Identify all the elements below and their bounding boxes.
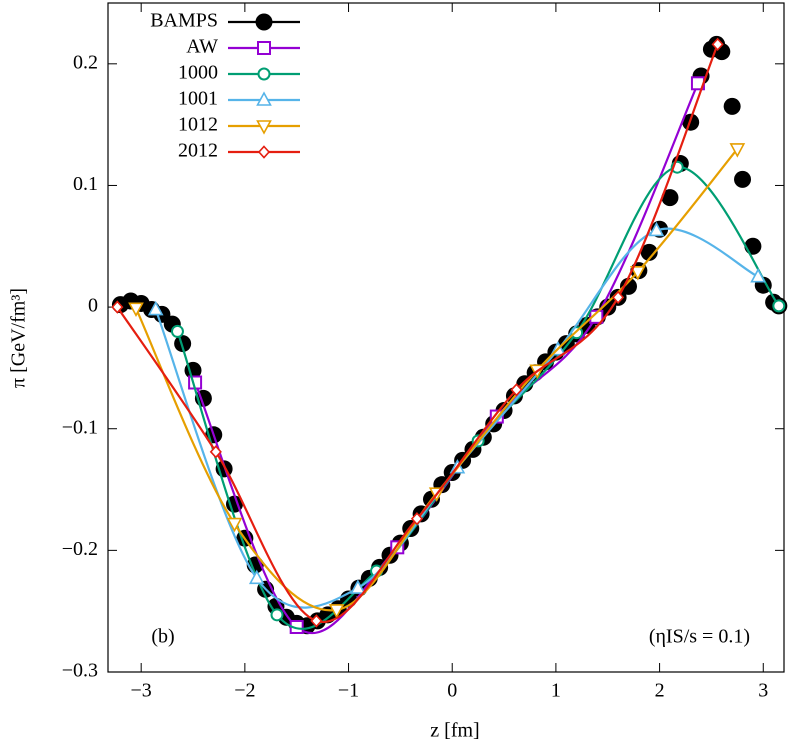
data-point bbox=[589, 309, 604, 324]
data-point bbox=[729, 143, 746, 158]
legend-marker bbox=[255, 13, 273, 31]
annotation: (ηIS/s = 0.1) bbox=[649, 626, 750, 648]
y-tick-label: 0.2 bbox=[73, 51, 98, 73]
data-point bbox=[661, 189, 679, 207]
x-tick-label: 0 bbox=[447, 680, 457, 702]
panel-label: (b) bbox=[151, 626, 174, 648]
data-point bbox=[170, 324, 184, 338]
data-point bbox=[270, 608, 284, 622]
legend-label: 1000 bbox=[178, 62, 218, 84]
y-tick-label: 0.1 bbox=[73, 173, 98, 195]
data-point bbox=[629, 266, 646, 281]
x-tick-label: 3 bbox=[758, 680, 768, 702]
data-point bbox=[619, 277, 637, 295]
data-point bbox=[248, 569, 265, 585]
data-point bbox=[612, 290, 625, 305]
data-point bbox=[174, 335, 192, 353]
x-tick-label: 1 bbox=[551, 680, 561, 702]
data-point bbox=[410, 512, 424, 526]
x-axis-label: z [fm] bbox=[430, 720, 479, 742]
data-point bbox=[772, 299, 786, 313]
data-point bbox=[226, 517, 243, 533]
data-point bbox=[328, 604, 345, 619]
data-point bbox=[648, 221, 665, 237]
y-axis-label: π [GeV/fm³] bbox=[8, 288, 30, 388]
x-tick-label: −1 bbox=[338, 680, 359, 702]
y-tick-label: 0 bbox=[88, 295, 98, 317]
x-tick-label: 2 bbox=[655, 680, 665, 702]
legend-label: 2012 bbox=[178, 140, 218, 162]
legend-marker bbox=[257, 145, 271, 159]
x-tick-label: −3 bbox=[131, 680, 152, 702]
legend-marker bbox=[256, 91, 272, 106]
x-tick-label: −2 bbox=[234, 680, 255, 702]
legend-marker bbox=[257, 67, 271, 81]
plot-frame bbox=[107, 2, 785, 673]
data-point bbox=[147, 300, 164, 316]
series-line bbox=[176, 166, 780, 630]
legend-marker bbox=[257, 41, 271, 55]
legend-marker bbox=[256, 120, 272, 135]
y-tick-label: −0.2 bbox=[62, 538, 98, 560]
data-point bbox=[350, 579, 366, 594]
data-point bbox=[128, 302, 144, 317]
series-line bbox=[194, 82, 699, 635]
legend-label: AW bbox=[186, 36, 218, 58]
data-point bbox=[750, 268, 766, 283]
data-point bbox=[744, 237, 762, 255]
data-point bbox=[209, 445, 222, 459]
y-tick-label: −0.1 bbox=[62, 416, 98, 438]
legend-label: BAMPS bbox=[150, 10, 218, 32]
data-point bbox=[640, 243, 658, 261]
y-tick-label: −0.3 bbox=[62, 660, 98, 682]
data-point bbox=[111, 300, 124, 314]
legend-label: 1012 bbox=[178, 114, 218, 136]
data-point bbox=[310, 614, 323, 628]
legend-label: 1001 bbox=[178, 88, 218, 110]
data-point bbox=[510, 383, 523, 397]
data-point bbox=[734, 170, 752, 188]
data-point bbox=[711, 37, 724, 52]
series-line bbox=[134, 148, 739, 612]
data-point bbox=[723, 97, 741, 115]
